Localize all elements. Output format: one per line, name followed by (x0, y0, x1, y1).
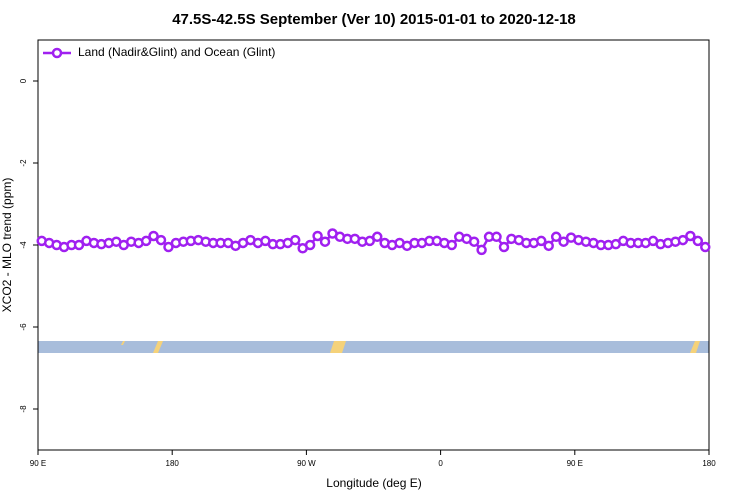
data-point (140, 235, 152, 247)
data-point (163, 241, 174, 253)
x-tick-label: 90 W (297, 459, 316, 468)
data-point (491, 231, 502, 243)
data-point (289, 234, 301, 246)
data-point (371, 231, 383, 243)
x-tick-label: 90 E (567, 459, 583, 468)
x-tick-label: 180 (166, 459, 180, 468)
data-point (468, 236, 480, 247)
x-tick-label: 180 (702, 459, 716, 468)
land-patch (153, 341, 163, 353)
x-axis-label: Longitude (deg E) (326, 476, 421, 490)
data-point (155, 234, 167, 246)
legend-label: Land (Nadir&Glint) and Ocean (Glint) (78, 45, 275, 59)
land-patch (330, 341, 346, 353)
data-point (476, 244, 487, 256)
land-patch (121, 341, 125, 345)
data-point (446, 239, 458, 251)
data-point (364, 235, 376, 247)
data-point (536, 235, 547, 247)
data-point (692, 235, 704, 247)
data-point (558, 236, 569, 247)
data-point (543, 240, 554, 252)
land-patches (121, 341, 700, 353)
y-tick-label: -4 (19, 241, 28, 249)
y-tick-label: 0 (19, 78, 28, 83)
surface-strip (38, 341, 709, 353)
legend-marker (51, 47, 63, 59)
x-tick-label: 0 (438, 459, 443, 468)
y-axis-label: XCO2 - MLO trend (ppm) (0, 178, 14, 313)
data-point (304, 239, 316, 251)
data-point (319, 236, 331, 247)
data-point (550, 231, 562, 243)
y-tick-label: -6 (19, 323, 28, 331)
y-tick-label: -8 (19, 405, 28, 413)
data-point (312, 230, 323, 242)
data-point (148, 230, 159, 242)
data-point (73, 239, 85, 251)
data-point (700, 241, 711, 253)
land-patch (690, 341, 700, 353)
x-tick-label: 90 E (30, 459, 46, 468)
chart-title: 47.5S-42.5S September (Ver 10) 2015-01-0… (172, 11, 576, 28)
data-point (677, 234, 689, 246)
data-point (685, 230, 696, 242)
y-tick-label: -2 (19, 159, 28, 167)
data-point (498, 241, 510, 253)
